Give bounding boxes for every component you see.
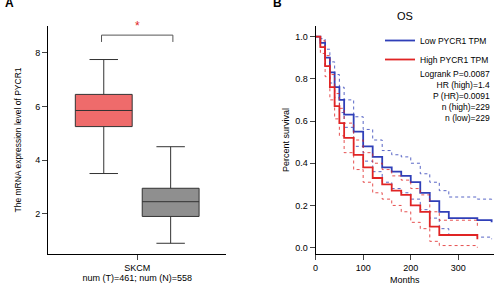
svg-text:300: 300 (451, 263, 466, 273)
svg-text:6: 6 (35, 102, 40, 112)
svg-text:8: 8 (35, 48, 40, 58)
svg-text:Logrank P=0.0087HR (high)=1.4P: Logrank P=0.0087HR (high)=1.4P (HR)=0.00… (420, 69, 490, 123)
svg-text:OS: OS (397, 10, 413, 22)
svg-text:num (T)=461; num (N)=558: num (T)=461; num (N)=558 (82, 273, 192, 283)
svg-text:*: * (135, 19, 140, 33)
svg-text:0.4: 0.4 (295, 158, 308, 168)
svg-text:200: 200 (403, 263, 418, 273)
svg-text:SKCM: SKCM (124, 263, 150, 273)
svg-text:0: 0 (313, 263, 318, 273)
svg-text:A: A (5, 0, 14, 10)
svg-text:1.0: 1.0 (295, 32, 308, 42)
svg-text:High PYCR1 TPM: High PYCR1 TPM (420, 55, 488, 65)
svg-text:0.6: 0.6 (295, 116, 308, 126)
svg-text:Low PYCR1 TPM: Low PYCR1 TPM (420, 36, 486, 46)
svg-text:0.8: 0.8 (295, 74, 308, 84)
svg-text:0.0: 0.0 (295, 243, 308, 253)
svg-text:The mRNA expression level of P: The mRNA expression level of PYCR1 (13, 67, 23, 212)
svg-text:100: 100 (356, 263, 371, 273)
svg-text:4: 4 (35, 155, 40, 165)
svg-text:Months: Months (390, 275, 420, 285)
svg-text:2: 2 (35, 209, 40, 219)
svg-text:Percent survival: Percent survival (281, 108, 291, 172)
svg-text:B: B (273, 0, 282, 10)
svg-text:0.2: 0.2 (295, 201, 308, 211)
